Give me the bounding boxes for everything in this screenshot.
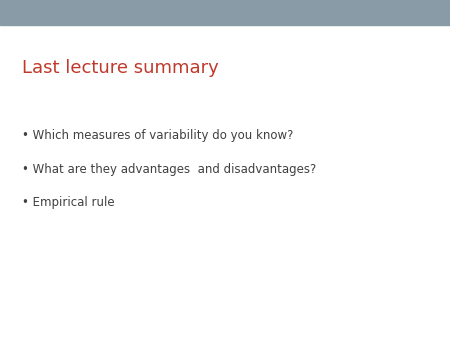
Text: • What are they advantages  and disadvantages?: • What are they advantages and disadvant…: [22, 163, 317, 175]
Text: • Empirical rule: • Empirical rule: [22, 196, 115, 209]
Text: Last lecture summary: Last lecture summary: [22, 58, 219, 77]
Text: • Which measures of variability do you know?: • Which measures of variability do you k…: [22, 129, 294, 142]
Bar: [0, 0, 450, 25]
